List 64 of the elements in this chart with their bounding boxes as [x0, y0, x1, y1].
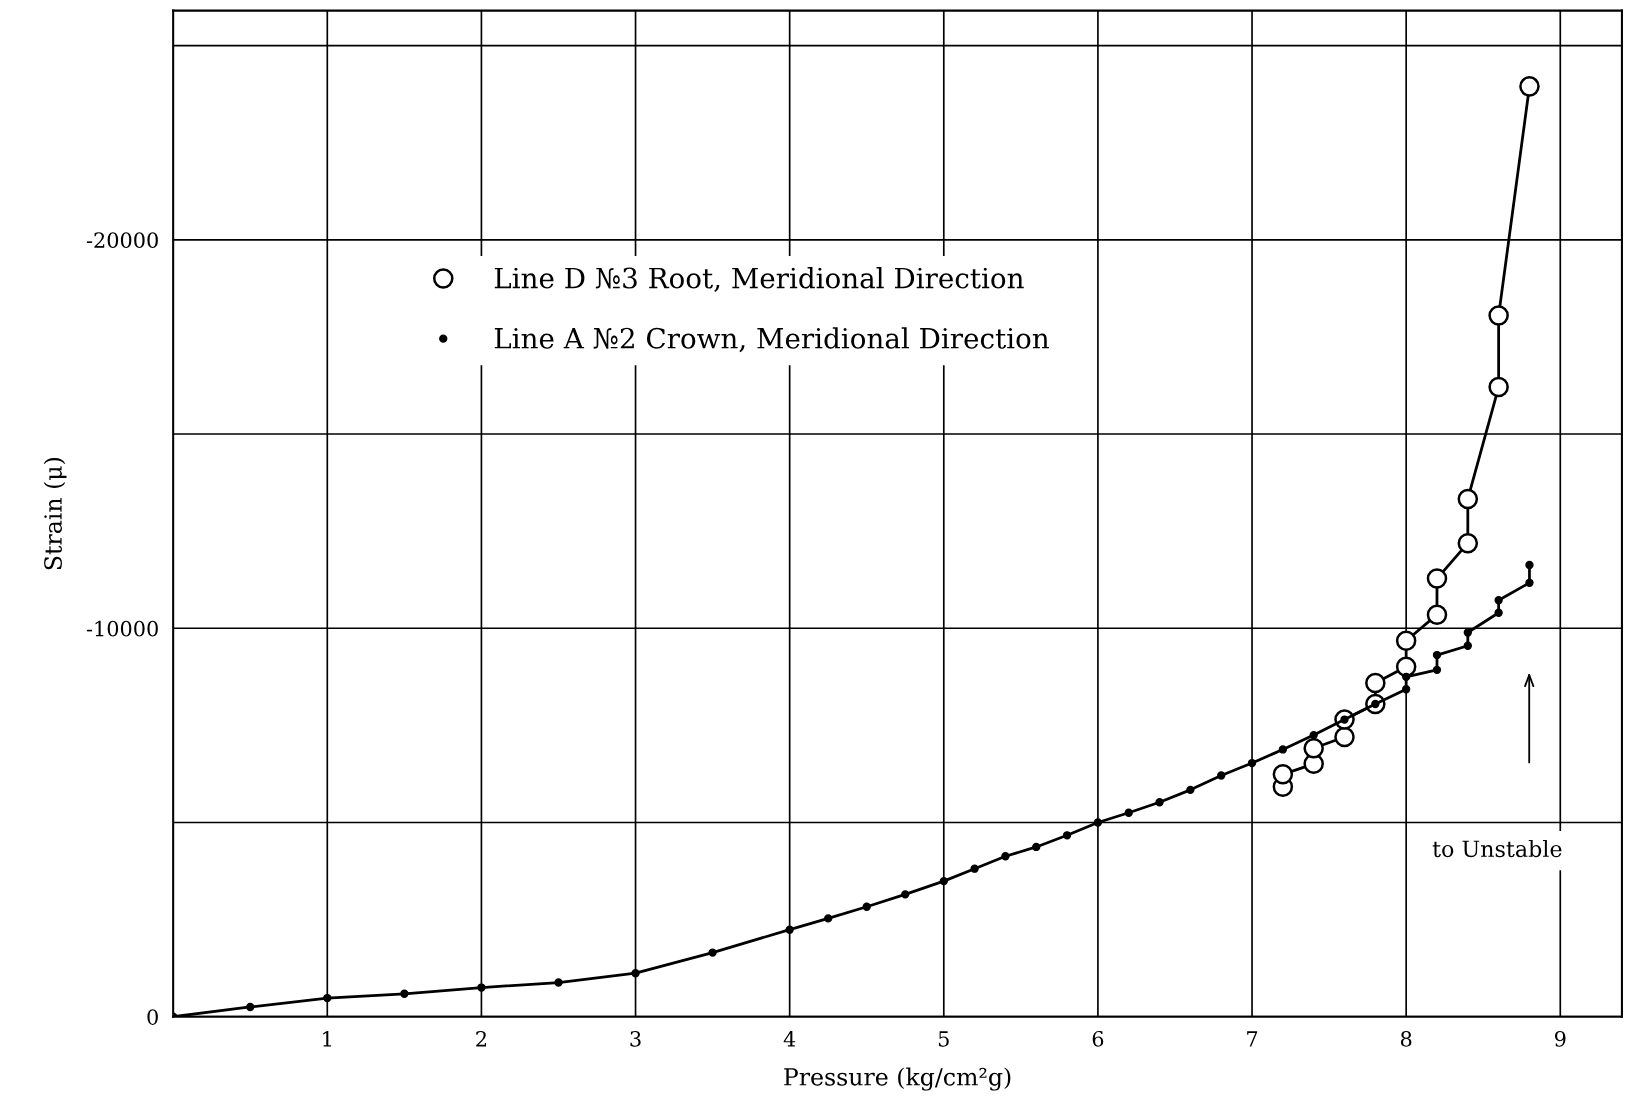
point	[901, 890, 910, 899]
point	[1401, 685, 1411, 694]
point	[1395, 656, 1417, 677]
point	[1309, 730, 1318, 740]
point	[1457, 532, 1479, 554]
point	[1432, 665, 1442, 674]
point	[1155, 798, 1164, 807]
point	[1494, 596, 1503, 605]
point	[1488, 376, 1509, 398]
point	[1001, 852, 1010, 861]
point	[970, 864, 979, 873]
point	[1525, 578, 1534, 587]
point	[400, 989, 409, 998]
point	[1217, 771, 1226, 780]
point	[1426, 604, 1448, 625]
y-tick-label: 0	[147, 1009, 158, 1025]
point	[1272, 764, 1294, 785]
x-tick-label: 2	[476, 1030, 486, 1047]
point	[1463, 628, 1472, 637]
point	[1395, 630, 1417, 651]
point	[1093, 818, 1103, 827]
point	[1525, 560, 1534, 570]
x-axis-title: Pressure (kg/cm²g)	[784, 1067, 1011, 1091]
point	[477, 983, 486, 992]
point	[1494, 608, 1503, 617]
x-tick-label: 4	[783, 1030, 796, 1047]
point	[1426, 568, 1448, 589]
x-tick-label: 7	[1247, 1031, 1258, 1047]
point	[554, 978, 563, 987]
point	[1432, 650, 1442, 660]
legend-label: Line D №3 Root, Meridional Direction	[494, 267, 1024, 292]
x-tick-label: 8	[1400, 1030, 1412, 1047]
point	[1032, 842, 1041, 852]
point	[1062, 831, 1072, 840]
point	[631, 969, 640, 978]
point	[1124, 808, 1133, 817]
y-tick-label: -10000	[86, 620, 158, 637]
point	[1519, 76, 1540, 97]
x-tick-label: 6	[1092, 1030, 1104, 1047]
point	[824, 914, 833, 923]
point	[1488, 305, 1509, 326]
point	[1278, 745, 1288, 754]
y-axis-title: Strain (μ)	[43, 458, 67, 570]
x-tick-label: 1	[323, 1030, 331, 1047]
point	[1401, 672, 1411, 681]
annotation: to Unstable	[1432, 839, 1562, 858]
x-tick-label: 5	[938, 1031, 949, 1047]
point	[1247, 758, 1257, 768]
legend-label: Line A №2 Crown, Meridional Direction	[494, 327, 1049, 353]
point	[1303, 738, 1324, 759]
point	[708, 948, 717, 957]
point	[1457, 488, 1479, 510]
point	[246, 1002, 255, 1012]
x-tick-label: 9	[1554, 1030, 1566, 1047]
point	[939, 876, 948, 886]
point	[1186, 785, 1195, 795]
point	[323, 993, 332, 1003]
point	[1334, 726, 1355, 748]
point	[785, 925, 794, 934]
y-tick-label: -20000	[86, 232, 158, 249]
point	[862, 902, 871, 911]
point	[1463, 641, 1472, 650]
point	[1365, 672, 1386, 694]
x-tick-label: 3	[630, 1030, 641, 1047]
